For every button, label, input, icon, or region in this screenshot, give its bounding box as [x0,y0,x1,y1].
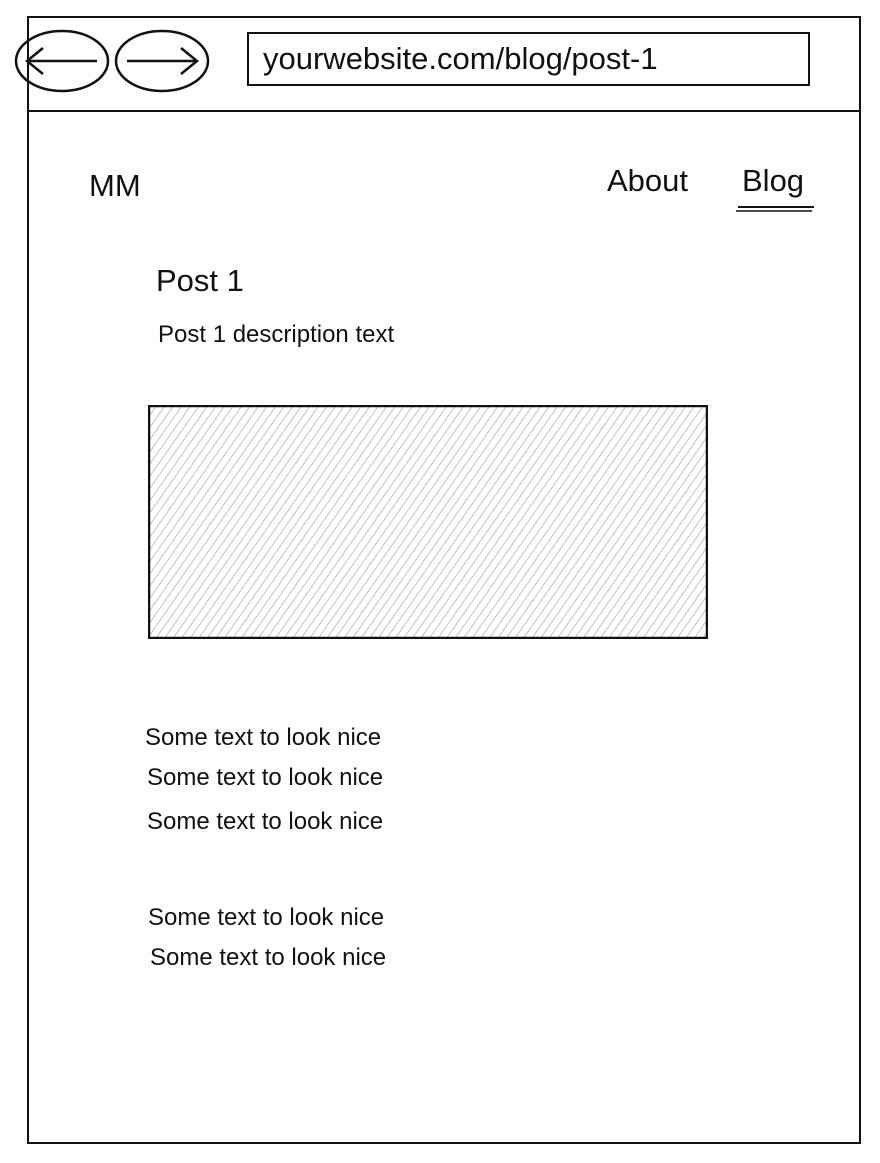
site-logo[interactable]: MM [89,168,141,203]
hatched-image-placeholder [148,405,708,639]
arrow-right-icon [114,29,210,93]
post-description: Post 1 description text [158,321,395,348]
back-button[interactable] [13,28,111,94]
paragraph-line: Some text to look nice [145,724,382,751]
paragraph-line: Some text to look nice [147,808,384,835]
paragraph-line: Some text to look nice [148,904,385,931]
forward-button[interactable] [113,28,211,94]
nav-link-blog[interactable]: Blog [742,163,805,198]
nav-link-about[interactable]: About [607,163,689,198]
address-bar-url: yourwebsite.com/blog/post-1 [263,41,658,76]
post-title: Post 1 [156,263,244,298]
paragraph-line: Some text to look nice [150,944,387,971]
paragraph-line: Some text to look nice [147,764,384,791]
active-nav-underline [736,200,816,212]
browser-window [27,16,861,1144]
browser-toolbar [27,16,861,112]
arrow-left-icon [14,29,110,93]
address-bar[interactable]: yourwebsite.com/blog/post-1 [247,32,810,86]
